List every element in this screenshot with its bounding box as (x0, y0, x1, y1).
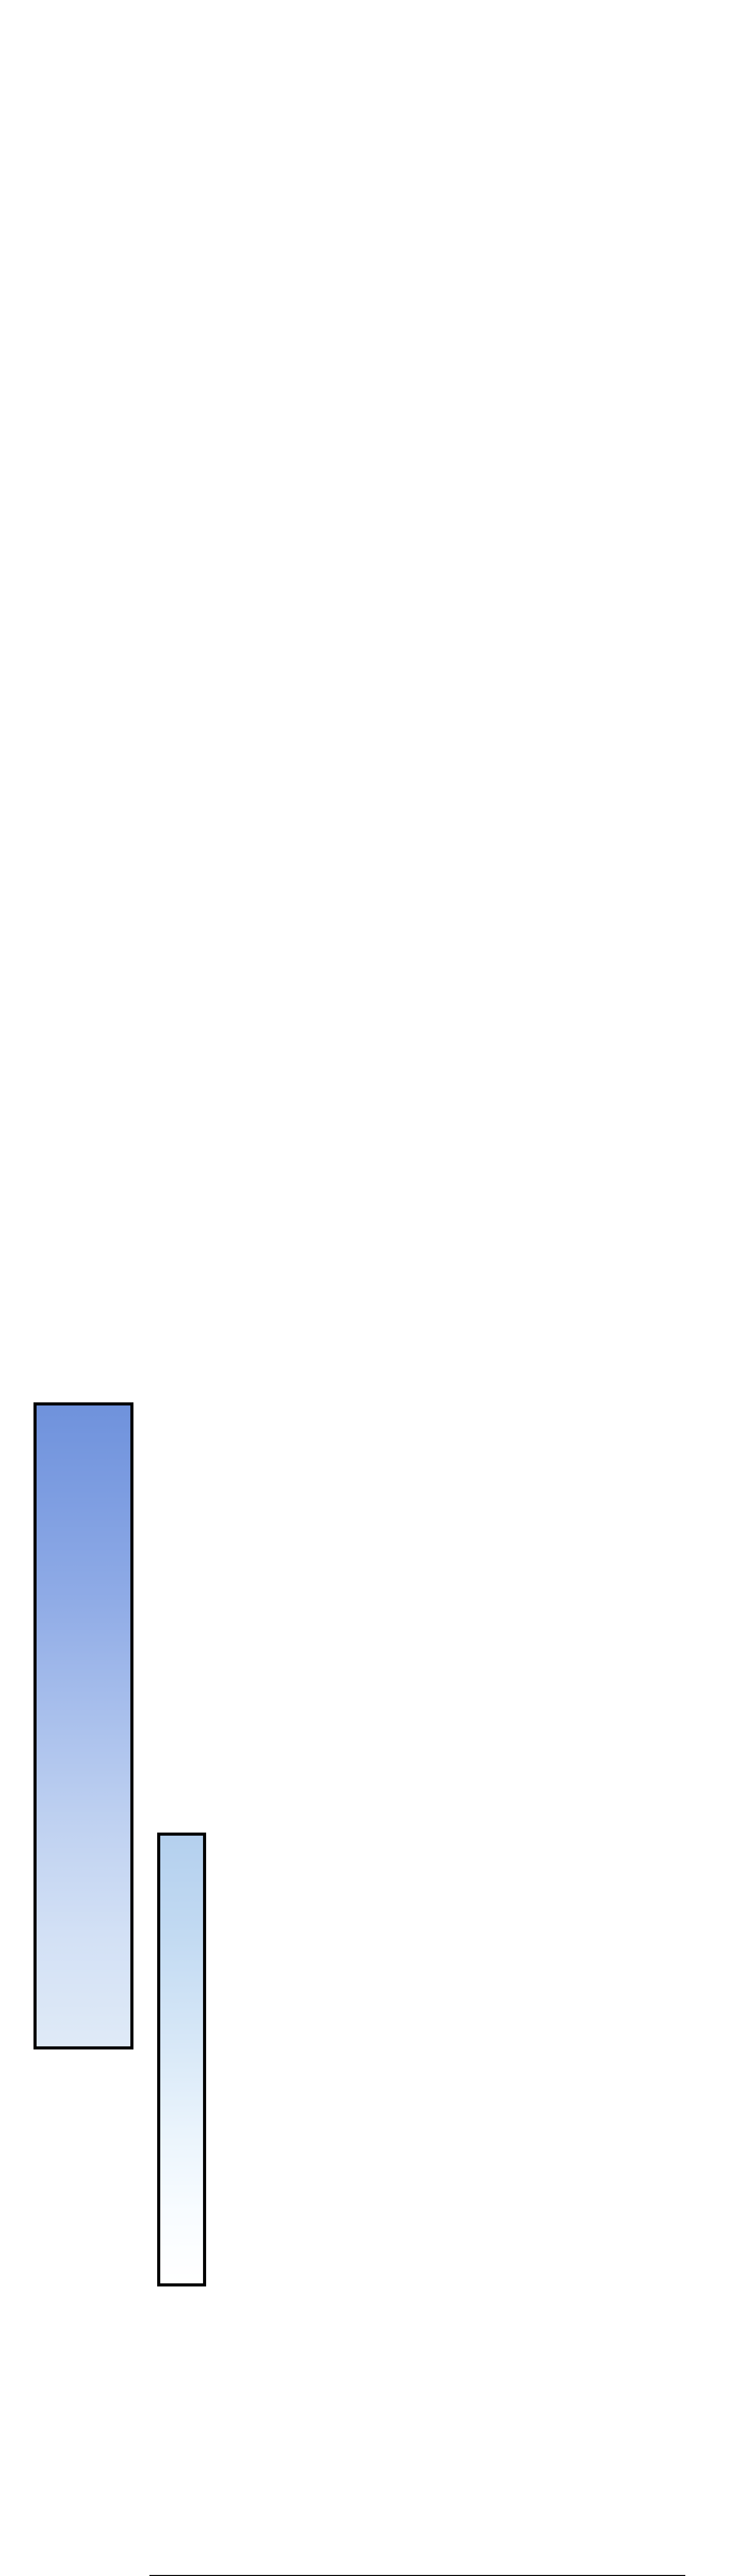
panel-1-gradient-fill (37, 1405, 130, 2046)
panel-sky-gradient-tall (33, 1402, 133, 2049)
panel-2-gradient-fill (160, 1836, 203, 2283)
panel-sky-gradient-narrow (157, 1833, 206, 2286)
panel-interior-room-scene: LC WINSUI 2 (149, 2575, 685, 2576)
